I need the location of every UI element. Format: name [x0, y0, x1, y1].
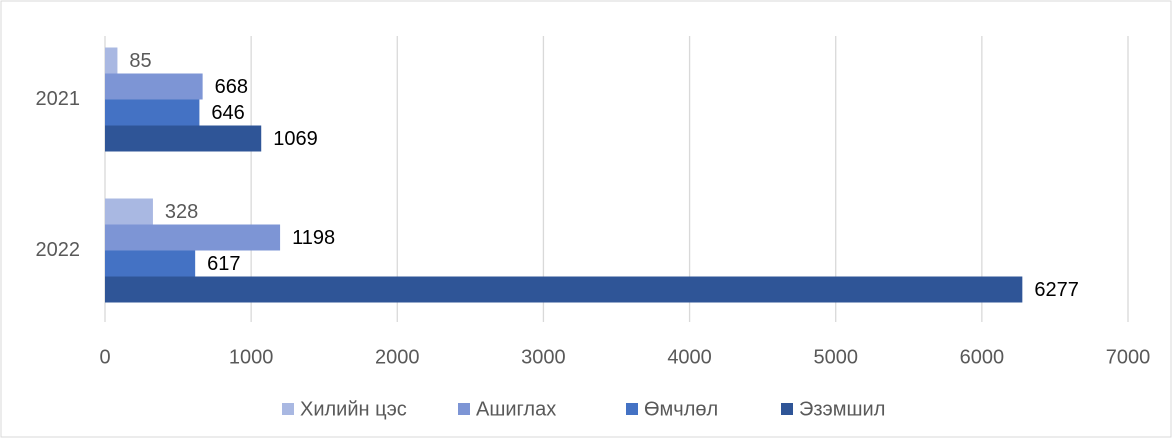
- legend-label: Эзэмшил: [799, 398, 885, 420]
- legend-label: Өмчлөл: [644, 398, 718, 420]
- legend-swatch: [282, 403, 294, 415]
- data-label: 85: [129, 50, 151, 72]
- legend-swatch: [781, 403, 793, 415]
- x-tick-label: 3000: [521, 346, 566, 368]
- legend-swatch: [626, 403, 638, 415]
- data-label: 646: [211, 102, 244, 124]
- y-tick-label: 2022: [36, 239, 81, 261]
- bar: [105, 224, 281, 251]
- x-tick-label: 1000: [229, 346, 274, 368]
- legend-label: Ашиглах: [476, 398, 556, 420]
- data-label: 617: [207, 253, 240, 275]
- bar: [105, 250, 196, 277]
- x-tick-label: 2000: [375, 346, 420, 368]
- bar: [105, 47, 118, 74]
- data-label: 328: [165, 201, 198, 223]
- data-label: 1069: [273, 128, 318, 150]
- legend-label: Хилийн цэс: [300, 398, 407, 420]
- bar: [105, 125, 262, 152]
- bar: [105, 99, 200, 126]
- x-tick-label: 0: [99, 346, 110, 368]
- legend-swatch: [458, 403, 470, 415]
- y-tick-label: 2021: [36, 88, 81, 110]
- bar: [105, 276, 1023, 303]
- bar: [105, 198, 153, 225]
- x-tick-label: 5000: [813, 346, 858, 368]
- x-tick-label: 7000: [1106, 346, 1151, 368]
- data-label: 1198: [292, 227, 335, 249]
- bar: [105, 73, 203, 100]
- data-label: 6277: [1034, 279, 1079, 301]
- data-label: 668: [215, 76, 248, 98]
- x-tick-label: 6000: [960, 346, 1005, 368]
- x-tick-label: 4000: [667, 346, 712, 368]
